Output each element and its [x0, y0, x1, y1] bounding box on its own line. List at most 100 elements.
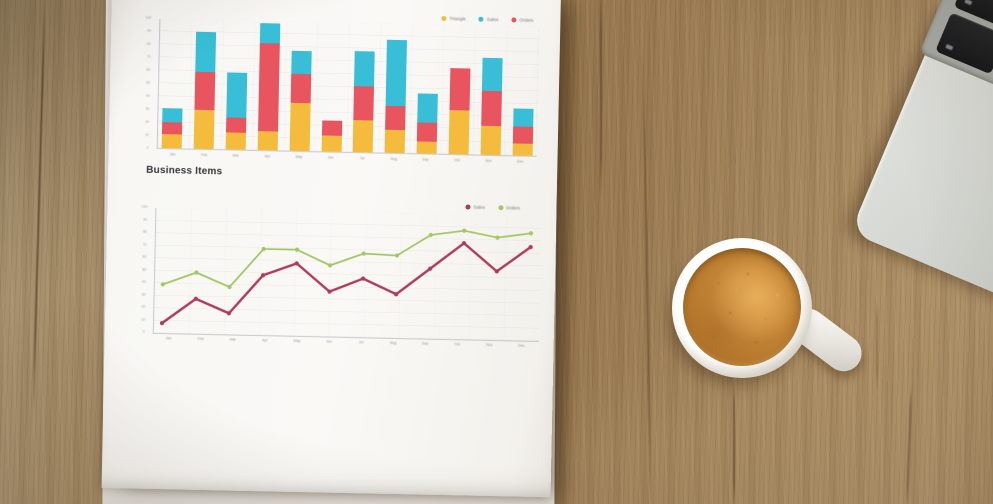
x-tick-label: Jul [358, 340, 364, 345]
y-tick-label: 0 [142, 329, 145, 334]
legend-color-dot [478, 16, 484, 22]
bar-segment-triangle [193, 109, 215, 150]
x-tick-label: May [295, 154, 303, 160]
bar-segment-triangle [512, 143, 533, 156]
data-point-orders [294, 247, 300, 252]
legend-label: Orders [519, 17, 534, 23]
y-tick-label: 20 [145, 119, 150, 124]
bar-segment-sales [417, 93, 439, 123]
legend-item: Orders [497, 205, 520, 211]
legend-item: Sales [478, 16, 499, 23]
data-point-orders [227, 284, 232, 290]
x-tick-label: Mar [232, 153, 239, 158]
bar-segment-triangle [225, 132, 246, 150]
data-point-sales [528, 244, 533, 250]
x-tick-label: Feb [197, 336, 204, 341]
x-tick-label: Oct [454, 342, 461, 347]
data-point-sales [461, 241, 467, 246]
bar-segment-triangle [448, 109, 470, 155]
line-series-orders [162, 229, 532, 289]
y-tick-label: 90 [147, 28, 152, 33]
x-tick-label: Jul [359, 156, 365, 161]
stacked-bar [512, 108, 534, 156]
x-tick-label: Jun [326, 339, 332, 344]
bar-segment-sales [481, 57, 503, 92]
x-tick-label: Dec [517, 159, 524, 164]
printed-report-paper: Triangle Sales Orders 100 90 80 70 60 50 40 30 20 1… [101, 0, 561, 498]
x-tick-label: Mar [229, 337, 236, 342]
data-point-sales [361, 276, 366, 281]
bar-segment-orders [161, 122, 183, 135]
data-point-sales [261, 273, 266, 278]
x-tick-label: Feb [200, 152, 208, 158]
stacked-bar [161, 107, 183, 149]
y-tick-label: 20 [141, 304, 146, 309]
stacked-bar [353, 50, 376, 153]
legend-item: Orders [511, 17, 534, 23]
line-chart-title: Business Items [146, 164, 223, 178]
coffee-surface [683, 248, 801, 366]
line-chart-svg [159, 228, 534, 326]
y-tick-label: 100 [141, 204, 148, 209]
data-point-orders [261, 246, 266, 252]
data-point-orders [528, 231, 534, 236]
coffee-cup [672, 238, 812, 378]
y-tick-label: 50 [142, 267, 147, 272]
bar-segment-orders [385, 105, 406, 130]
line-chart-plot-area [152, 207, 542, 343]
y-tick-label: 50 [146, 80, 151, 85]
stacked-bar [416, 93, 439, 154]
x-tick-label: Nov [485, 158, 492, 163]
bar-segment-triangle [321, 135, 342, 152]
bar-segment-sales [513, 108, 534, 128]
bar-segment-orders [481, 91, 502, 127]
data-point-orders [495, 235, 500, 240]
bar-chart-y-axis-labels: 100 90 80 70 60 50 40 30 20 10 0 [133, 11, 152, 154]
bar-segment-sales [354, 50, 376, 87]
x-tick-label: Apr [262, 338, 268, 343]
data-point-orders [160, 282, 165, 287]
bar-segment-sales [162, 107, 183, 123]
bar-segment-orders [417, 122, 438, 143]
legend-color-dot [511, 17, 517, 23]
y-tick-label: 0 [146, 145, 149, 150]
data-point-sales [226, 311, 232, 316]
x-tick-label: Jan [169, 152, 176, 157]
x-tick-label: Sep [422, 341, 429, 346]
bar-segment-triangle [161, 133, 182, 149]
y-tick-label: 10 [141, 317, 146, 322]
bar-segment-orders [290, 74, 311, 104]
line-chart-y-axis-labels: 100 90 80 70 60 50 40 30 20 10 0 [129, 200, 148, 338]
x-tick-label: Jan [165, 336, 172, 341]
x-tick-label: Oct [454, 158, 460, 163]
line-chart-legend: Sales Orders [465, 204, 520, 211]
y-tick-label: 100 [145, 15, 152, 20]
stacked-bar [480, 57, 503, 156]
stacked-bar [193, 31, 217, 150]
line-series-sales [161, 241, 532, 325]
bar-segment-sales [290, 50, 312, 75]
y-tick-label: 80 [142, 229, 147, 234]
x-tick-label: Jun [327, 155, 334, 160]
data-point-sales [159, 321, 165, 326]
data-point-orders [428, 232, 433, 238]
data-point-sales [494, 269, 499, 274]
y-tick-label: 40 [145, 93, 150, 98]
data-point-orders [394, 253, 400, 258]
legend-item: Triangle [441, 15, 466, 22]
keyboard-key [935, 12, 993, 75]
stacked-bar [321, 120, 342, 152]
legend-label: Sales [486, 16, 499, 23]
bar-segment-sales [195, 31, 217, 73]
data-point-orders [327, 263, 333, 268]
bar-segment-orders [353, 85, 375, 121]
wood-grain-crack [733, 380, 735, 504]
legend-label: Triangle [449, 16, 466, 22]
stacked-bar [257, 22, 281, 151]
bar-segment-triangle [480, 126, 502, 156]
bar-segment-triangle [384, 129, 406, 154]
bar-segment-orders [449, 68, 471, 111]
y-tick-label: 70 [146, 54, 151, 59]
bar-segment-orders [257, 43, 280, 132]
